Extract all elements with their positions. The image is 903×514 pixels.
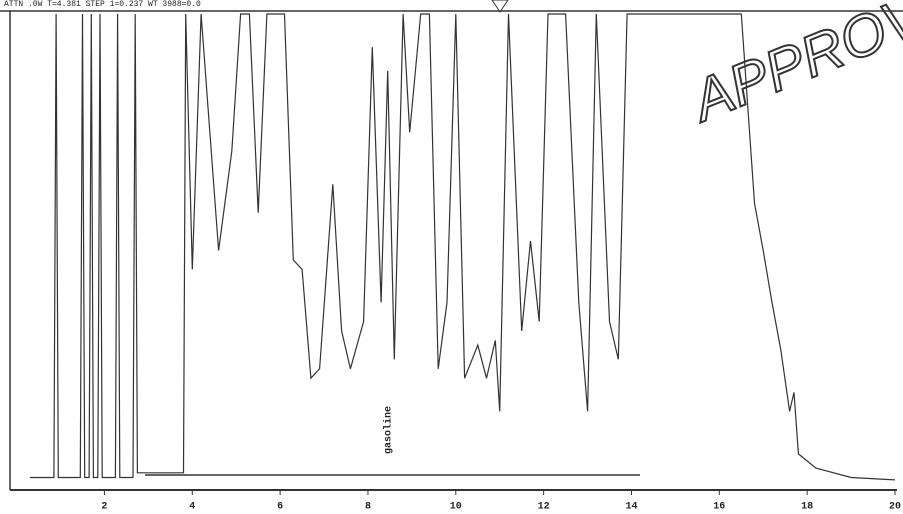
x-tick-label: 18: [801, 502, 813, 513]
x-tick-label: 2: [101, 502, 107, 513]
x-tick-label: 20: [889, 502, 901, 513]
injection-arrow: [491, 0, 509, 13]
x-tick-label: 16: [713, 502, 725, 513]
annotation: gasoline: [382, 406, 394, 454]
trace: [29, 13, 896, 481]
x-tick-label: 4: [189, 502, 195, 513]
x-tick-label: 14: [625, 502, 637, 513]
x-tick-label: 8: [365, 502, 371, 513]
x-tick-label: 10: [450, 502, 462, 513]
x-tick-label: 12: [538, 502, 550, 513]
x-tick-label: 6: [277, 502, 283, 513]
stamp: APPROVED: [681, 0, 903, 135]
header: ATTN .0W T=4.381 STEP 1=0.237 WT 3988=0.…: [4, 0, 201, 9]
